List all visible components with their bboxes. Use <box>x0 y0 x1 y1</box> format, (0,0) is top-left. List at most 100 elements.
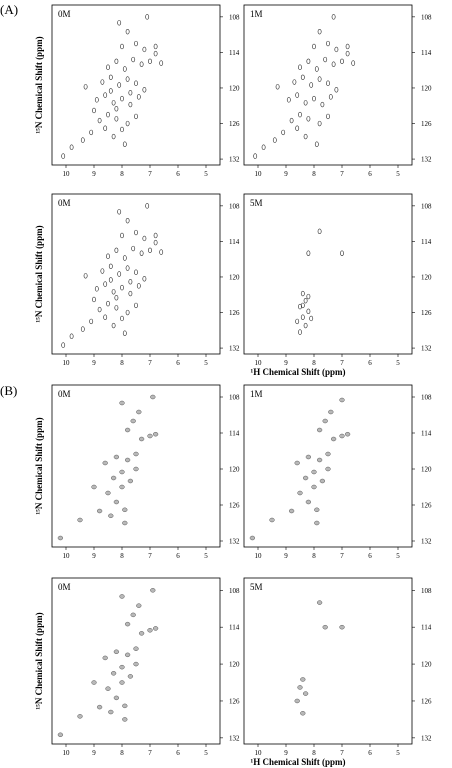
x-tick-label: 9 <box>92 170 96 178</box>
section-label-b: (B) <box>0 383 17 398</box>
peak-point <box>96 704 103 710</box>
y-tick-label: 126 <box>229 120 240 128</box>
peak-point <box>305 454 312 460</box>
x-axis-label: ¹H Chemical Shift (ppm) <box>251 367 346 377</box>
peak-point <box>331 14 336 20</box>
peak-point <box>142 276 147 282</box>
peak-point <box>298 329 302 335</box>
peak-point <box>113 695 120 701</box>
y-tick-label: 114 <box>421 430 432 438</box>
peak-point <box>117 20 122 26</box>
peak-point <box>83 84 88 90</box>
peak-point <box>275 84 280 90</box>
peak-point <box>134 40 138 47</box>
peak-point <box>133 466 139 472</box>
peak-point <box>286 97 291 103</box>
peak-point <box>142 87 147 93</box>
x-tick-label: 6 <box>368 749 372 757</box>
spectrum-panel-7: 108 114 120 126 132 10 9 8 7 6 5 0M ¹⁵N Chemical Shi… <box>34 577 240 757</box>
peak-point <box>108 74 113 80</box>
peak-point <box>120 232 124 239</box>
peak-point <box>94 97 99 103</box>
peak-point <box>142 46 147 53</box>
peak-point <box>314 507 320 513</box>
peak-point <box>128 279 133 285</box>
x-tick-label: 5 <box>396 359 400 367</box>
peak-point <box>111 322 116 329</box>
peak-point <box>269 517 275 523</box>
peak-point <box>69 144 74 150</box>
peak-point <box>303 297 308 304</box>
peak-point <box>77 517 83 523</box>
peak-point <box>309 315 314 322</box>
peak-point <box>316 600 323 605</box>
peak-point <box>117 209 122 215</box>
y-tick-label: 126 <box>421 502 432 510</box>
peak-point <box>325 451 331 457</box>
peak-point <box>298 64 302 70</box>
peak-point <box>312 43 316 50</box>
y-tick-label: 114 <box>421 49 432 57</box>
peak-point <box>305 499 312 505</box>
peak-point <box>314 520 320 526</box>
peak-point <box>136 283 141 289</box>
peak-point <box>139 250 144 256</box>
peak-point <box>125 76 130 82</box>
y-tick-label: 108 <box>229 587 240 595</box>
x-tick-label: 6 <box>368 170 372 178</box>
peak-point <box>89 129 94 136</box>
peak-point <box>117 82 122 88</box>
peak-point <box>145 203 150 209</box>
peak-point <box>314 66 319 72</box>
y-tick-label: 114 <box>229 624 240 632</box>
peak-point <box>111 100 116 106</box>
peak-point <box>114 58 119 64</box>
y-tick-label: 132 <box>421 734 432 742</box>
section-label-a: (A) <box>0 2 18 17</box>
peak-point <box>311 469 317 475</box>
y-axis-label: ¹⁵N Chemical Shift (ppm) <box>34 612 44 709</box>
peak-point <box>281 129 286 136</box>
y-axis-label: ¹⁵N Chemical Shift (ppm) <box>34 225 44 322</box>
x-tick-label: 6 <box>368 359 372 367</box>
peak-point <box>339 624 345 630</box>
peak-point <box>122 717 128 722</box>
x-tick-label: 8 <box>120 359 124 367</box>
peak-point <box>92 107 96 114</box>
peak-point <box>120 95 124 102</box>
peak-point <box>309 82 314 88</box>
x-tick-label: 5 <box>204 552 208 560</box>
peak-point <box>103 314 108 320</box>
y-tick-label: 108 <box>229 202 240 210</box>
peak-point <box>124 457 131 463</box>
peak-point <box>130 418 136 424</box>
x-tick-label: 8 <box>120 552 124 560</box>
y-tick-label: 108 <box>229 13 240 21</box>
peak-point <box>326 40 330 47</box>
y-tick-label: 120 <box>229 84 240 92</box>
x-tick-label: 5 <box>204 170 208 178</box>
peak-point <box>303 100 308 106</box>
peak-point <box>120 315 124 322</box>
peak-point <box>119 680 125 685</box>
peak-point <box>272 137 277 143</box>
peak-point <box>289 117 294 124</box>
peak-point <box>136 409 142 415</box>
peak-point <box>114 247 119 253</box>
peak-point <box>128 90 133 96</box>
peak-point <box>108 88 113 94</box>
y-tick-label: 126 <box>421 120 432 128</box>
peak-point <box>136 94 141 100</box>
y-tick-label: 120 <box>229 661 240 669</box>
peak-point <box>323 56 328 63</box>
peak-point <box>122 703 128 709</box>
y-tick-label: 108 <box>229 394 240 402</box>
x-tick-label: 10 <box>255 552 263 560</box>
peak-point <box>108 513 114 519</box>
peak-point <box>306 58 311 64</box>
peak-point <box>94 286 99 292</box>
peak-point <box>134 302 138 309</box>
y-axis-label: ¹⁵N Chemical Shift (ppm) <box>34 36 44 133</box>
peak-point <box>134 80 138 86</box>
